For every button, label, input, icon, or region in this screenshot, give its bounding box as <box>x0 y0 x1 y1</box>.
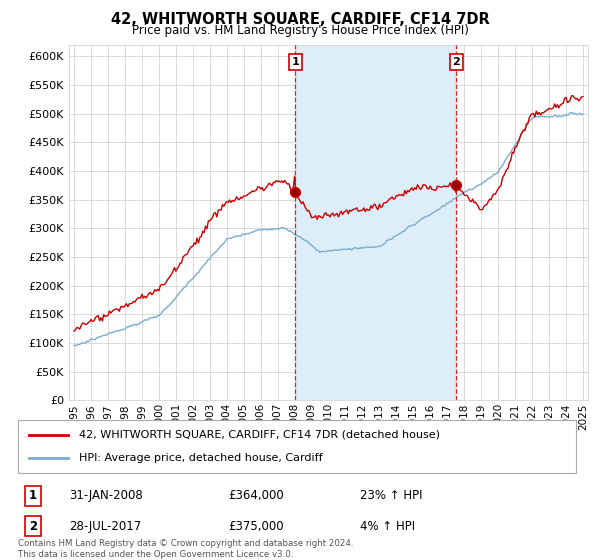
Text: 1: 1 <box>292 57 299 67</box>
Text: £375,000: £375,000 <box>228 520 284 533</box>
Text: 42, WHITWORTH SQUARE, CARDIFF, CF14 7DR (detached house): 42, WHITWORTH SQUARE, CARDIFF, CF14 7DR … <box>79 430 440 440</box>
FancyBboxPatch shape <box>18 420 576 473</box>
Text: 4% ↑ HPI: 4% ↑ HPI <box>360 520 415 533</box>
Text: HPI: Average price, detached house, Cardiff: HPI: Average price, detached house, Card… <box>79 453 323 463</box>
Text: 1: 1 <box>29 489 37 502</box>
Text: 28-JUL-2017: 28-JUL-2017 <box>69 520 141 533</box>
Text: 31-JAN-2008: 31-JAN-2008 <box>69 489 143 502</box>
Text: 2: 2 <box>29 520 37 533</box>
Text: 42, WHITWORTH SQUARE, CARDIFF, CF14 7DR: 42, WHITWORTH SQUARE, CARDIFF, CF14 7DR <box>110 12 490 27</box>
Text: 23% ↑ HPI: 23% ↑ HPI <box>360 489 422 502</box>
Text: 2: 2 <box>452 57 460 67</box>
Text: £364,000: £364,000 <box>228 489 284 502</box>
Text: Contains HM Land Registry data © Crown copyright and database right 2024.
This d: Contains HM Land Registry data © Crown c… <box>18 539 353 559</box>
Bar <box>295 45 457 400</box>
Text: Price paid vs. HM Land Registry's House Price Index (HPI): Price paid vs. HM Land Registry's House … <box>131 24 469 36</box>
